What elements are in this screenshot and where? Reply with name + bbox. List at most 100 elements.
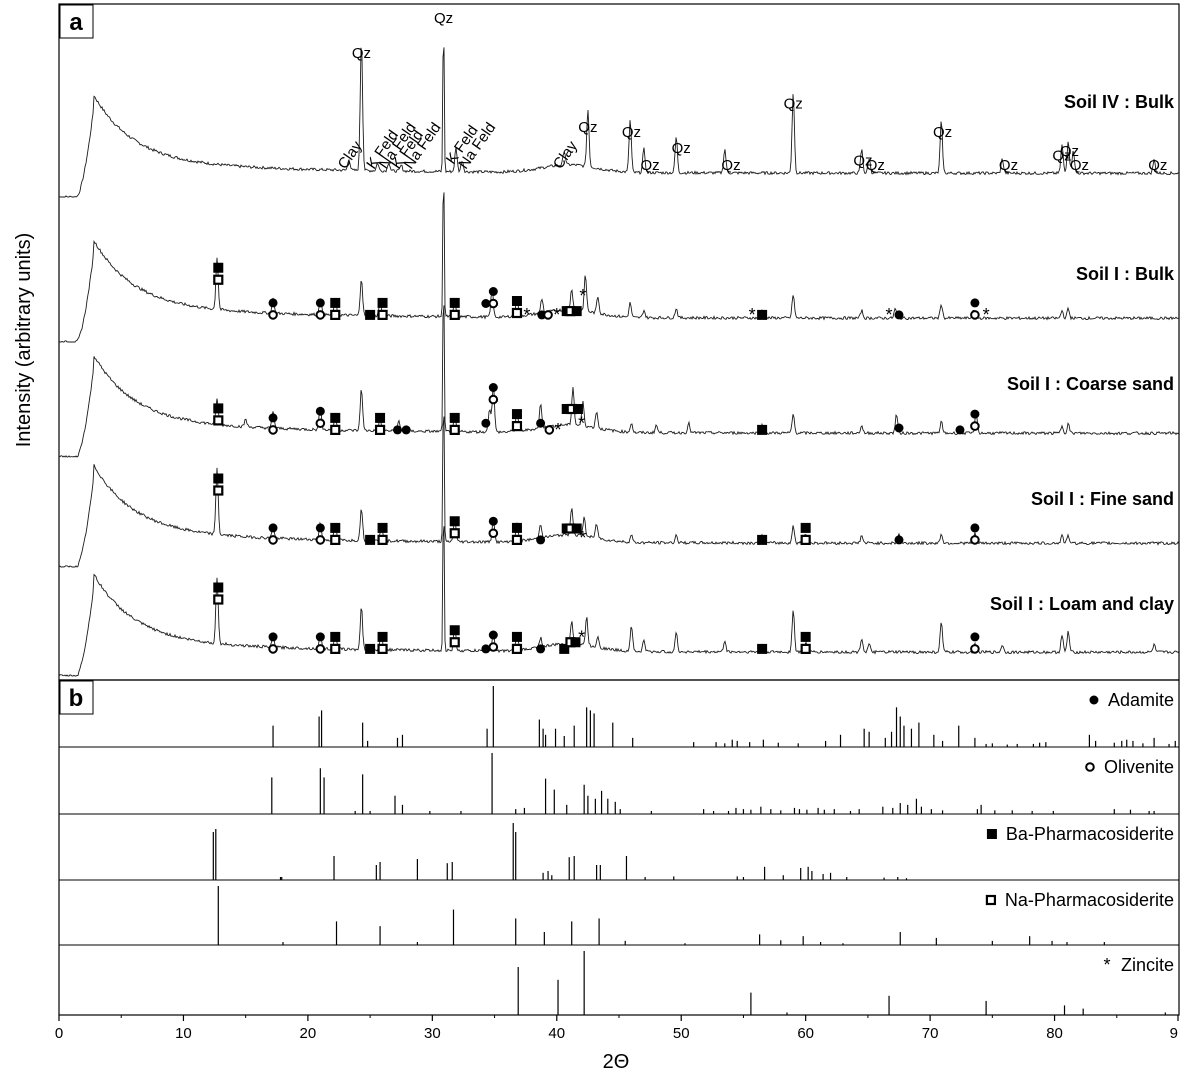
legend-na-pharmacosiderite: Na-Pharmacosiderite bbox=[1005, 890, 1174, 910]
marker-na bbox=[330, 309, 341, 320]
legend-symbol-zn: * bbox=[1103, 955, 1110, 975]
marker-ba bbox=[213, 262, 224, 273]
marker-ba bbox=[449, 297, 460, 308]
marker-ad bbox=[536, 418, 546, 428]
marker-ol bbox=[488, 394, 499, 405]
marker-na bbox=[449, 528, 460, 539]
marker-zn: * bbox=[578, 413, 585, 433]
trace-soil-i-fine-sand bbox=[58, 416, 1180, 568]
marker-ba bbox=[213, 403, 224, 414]
marker-ad bbox=[268, 413, 278, 423]
marker-ad bbox=[955, 425, 965, 435]
marker-ol bbox=[315, 418, 326, 429]
marker-ba bbox=[330, 297, 341, 308]
x-tick-label: 70 bbox=[922, 1025, 939, 1042]
marker-ad bbox=[268, 298, 278, 308]
legend-zincite: Zincite bbox=[1121, 955, 1174, 975]
label-soil-i-bulk: Soil I : Bulk bbox=[1076, 264, 1175, 284]
annotation-qz: Qz bbox=[641, 157, 660, 174]
label-soil-i-coarse-sand: Soil I : Coarse sand bbox=[1007, 374, 1174, 394]
x-tick-label: 20 bbox=[300, 1025, 317, 1042]
marker-zn: * bbox=[749, 305, 756, 325]
marker-na bbox=[800, 534, 811, 546]
marker-na bbox=[800, 643, 811, 655]
sample-labels: Soil IV : Bulk Soil I : Bulk Soil I : Coar… bbox=[990, 92, 1175, 614]
marker-ol bbox=[268, 644, 278, 654]
marker-ad bbox=[315, 632, 325, 642]
marker-ad bbox=[970, 298, 980, 308]
x-axis: 0 10 20 30 40 50 60 70 80 9 bbox=[55, 1015, 1179, 1042]
marker-ad bbox=[894, 423, 904, 433]
marker-ba bbox=[511, 522, 522, 533]
marker-ol bbox=[970, 535, 980, 545]
panel-a-frame bbox=[58, 3, 1180, 681]
marker-ad bbox=[488, 630, 498, 640]
marker-ba bbox=[570, 637, 581, 648]
trace-soil-iv-bulk bbox=[58, 47, 1180, 198]
annotation-qz: Qz bbox=[1070, 157, 1089, 174]
panel-a-label: a bbox=[69, 9, 83, 36]
trace-soil-i-coarse-sand bbox=[58, 305, 1180, 458]
marker-ad bbox=[488, 516, 498, 526]
marker-na bbox=[511, 421, 523, 432]
legend-adamite: Adamite bbox=[1108, 690, 1174, 710]
marker-ol bbox=[315, 310, 326, 320]
marker-ol bbox=[544, 425, 555, 435]
x-tick-label: 30 bbox=[424, 1025, 441, 1042]
marker-na bbox=[377, 534, 388, 546]
annotation-qz: Qz bbox=[933, 124, 952, 141]
trace-soil-i-loam-and-clay bbox=[58, 526, 1180, 677]
marker-na bbox=[213, 274, 224, 285]
marker-na bbox=[449, 637, 460, 648]
marker-ba bbox=[213, 473, 224, 484]
marker-ol bbox=[268, 535, 278, 545]
marker-ba bbox=[800, 522, 811, 533]
trace-soil-i-bulk bbox=[58, 192, 1180, 343]
marker-ad bbox=[268, 523, 278, 533]
marker-na bbox=[511, 534, 523, 546]
marker-ol bbox=[488, 298, 499, 309]
marker-ad bbox=[894, 535, 904, 545]
marker-ad bbox=[315, 298, 325, 308]
marker-ba bbox=[571, 306, 582, 317]
panel-b-label: b bbox=[69, 685, 84, 712]
marker-ba bbox=[365, 643, 376, 654]
marker-ol bbox=[970, 644, 980, 654]
annotation-qz: Qz bbox=[352, 45, 371, 62]
marker-ba bbox=[511, 631, 522, 642]
marker-zn: * bbox=[578, 628, 585, 648]
marker-na bbox=[377, 643, 388, 655]
marker-na bbox=[377, 309, 388, 320]
marker-ad bbox=[481, 418, 491, 428]
label-soil-iv-bulk: Soil IV : Bulk bbox=[1064, 92, 1175, 112]
marker-ad bbox=[894, 310, 904, 320]
marker-ad bbox=[970, 523, 980, 533]
marker-ol bbox=[970, 310, 980, 320]
marker-ba bbox=[213, 582, 224, 593]
legend-ba-pharmacosiderite: Ba-Pharmacosiderite bbox=[1006, 824, 1174, 844]
annotation-qz: Qz bbox=[1060, 143, 1079, 160]
marker-ba bbox=[800, 631, 811, 642]
label-soil-i-fine-sand: Soil I : Fine sand bbox=[1031, 489, 1174, 509]
annotation-qz: Qz bbox=[866, 157, 885, 174]
legend-symbol-ad bbox=[1089, 695, 1099, 705]
marker-ba bbox=[377, 522, 388, 533]
x-tick-label: 0 bbox=[55, 1025, 63, 1042]
marker-na bbox=[213, 594, 224, 605]
marker-na bbox=[511, 643, 523, 655]
marker-ba bbox=[377, 297, 388, 308]
x-tick-label: 10 bbox=[175, 1025, 192, 1042]
marker-ad bbox=[481, 644, 491, 654]
annotation-qz: Qz bbox=[578, 119, 597, 136]
x-tick-label: 50 bbox=[673, 1025, 690, 1042]
panel-b: b Adamite Olivenite Ba-Pharmacosiderite Na-… bbox=[58, 679, 1180, 1016]
panel-a-label-box bbox=[59, 4, 94, 39]
marker-zn: * bbox=[553, 305, 560, 325]
marker-ad bbox=[536, 535, 546, 545]
marker-na bbox=[330, 424, 341, 435]
marker-ba bbox=[375, 412, 386, 423]
marker-ba bbox=[572, 404, 583, 414]
marker-zn: * bbox=[579, 528, 586, 548]
marker-zn: * bbox=[579, 286, 586, 306]
